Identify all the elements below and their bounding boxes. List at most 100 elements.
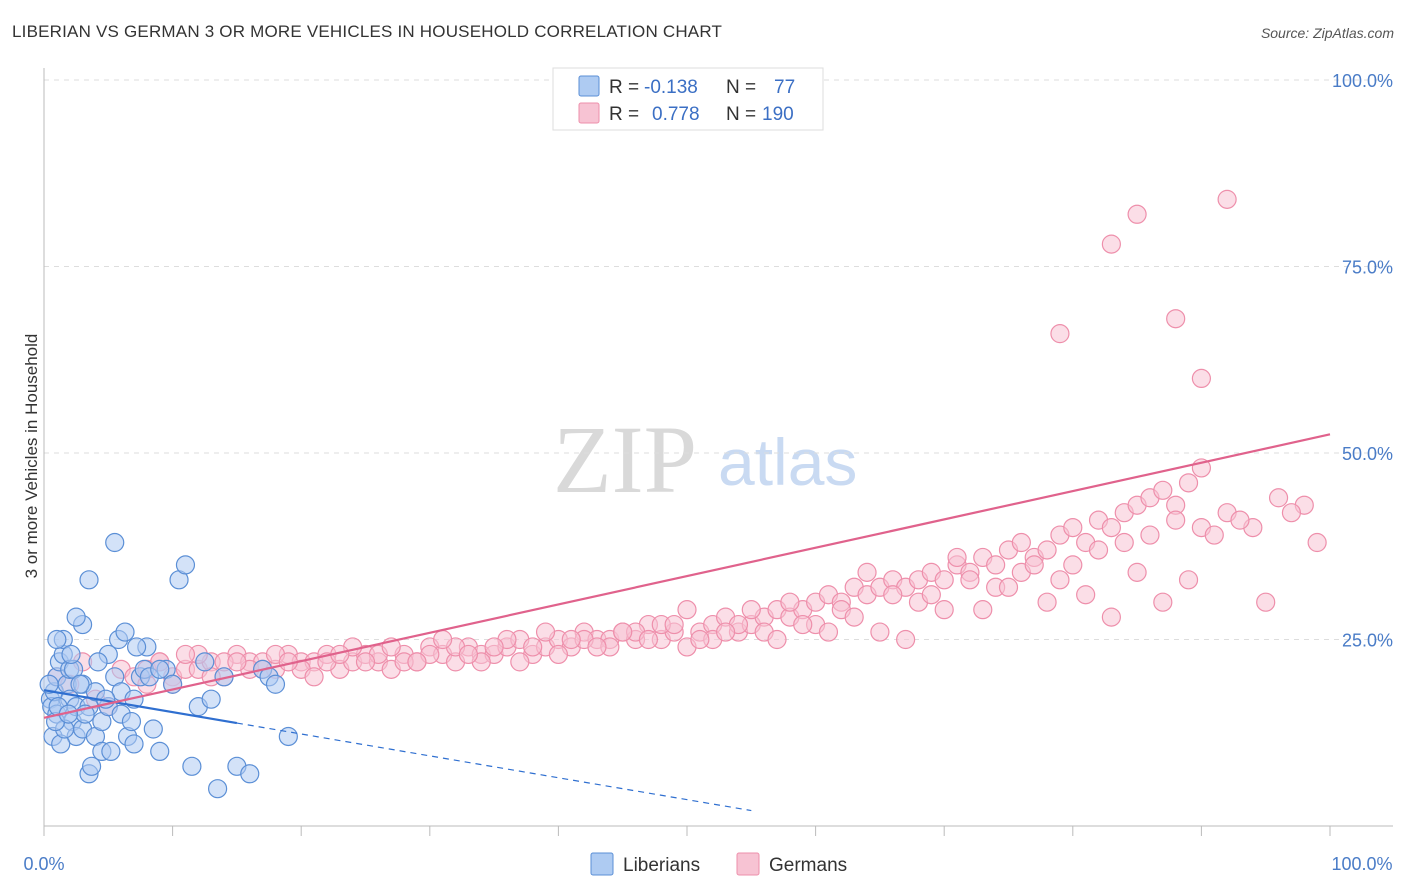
germans-point-155 <box>638 629 659 650</box>
legend-r-label-liberians: R = <box>609 77 639 98</box>
germans-point-162 <box>818 622 839 642</box>
legend-swatch-germans <box>578 102 600 124</box>
liberians-point-66 <box>115 622 135 642</box>
germans-point-161 <box>793 614 813 635</box>
bottom-legend-label-liberians: Liberians <box>623 855 700 876</box>
legend-swatch-liberians <box>578 75 600 97</box>
germans-point-121 <box>934 600 954 620</box>
germans-point-185 <box>1166 309 1186 329</box>
germans-point-151 <box>535 622 556 642</box>
germans-point-154 <box>613 622 633 642</box>
germans-point-184 <box>1127 204 1147 224</box>
germans-point-137 <box>175 644 196 665</box>
germans-point-125 <box>1037 592 1057 612</box>
germans-point-179 <box>1256 592 1276 612</box>
legend: R = -0.138 N = 77 R = 0.778 N = 190 <box>552 67 824 131</box>
germans-point-183 <box>1101 234 1121 254</box>
legend-n-value-germans: 190 <box>762 104 794 125</box>
germans-point-134 <box>1268 488 1289 508</box>
chart-source: Source: ZipAtlas.com <box>1260 25 1394 41</box>
germans-point-106 <box>548 644 569 665</box>
germans-point-186 <box>1191 368 1212 388</box>
germans-point-152 <box>561 629 581 650</box>
germans-point-164 <box>870 622 890 642</box>
germans-point-167 <box>947 547 967 568</box>
germans-point-139 <box>227 652 247 672</box>
germans-point-169 <box>998 577 1019 597</box>
liberians-point-62 <box>88 652 108 672</box>
grid-lines <box>44 79 1393 640</box>
germans-point-142 <box>304 667 324 687</box>
germans-point-181 <box>1307 532 1327 553</box>
germans-point-175 <box>1153 592 1173 612</box>
germans-point-126 <box>1063 555 1083 575</box>
y-axis-label: 3 or more Vehicles in Household <box>22 334 41 579</box>
germans-point-88 <box>1178 473 1199 493</box>
liberians-point-33 <box>143 719 163 739</box>
watermark-atlas: atlas <box>718 425 857 499</box>
germans-point-105 <box>523 637 543 657</box>
germans-point-177 <box>1204 525 1224 545</box>
liberians-point-52 <box>66 607 86 627</box>
germans-point-159 <box>741 600 761 620</box>
liberians-point-76 <box>61 644 81 665</box>
chart-title: LIBERIAN VS GERMAN 3 OR MORE VEHICLES IN… <box>12 22 723 41</box>
liberians-point-51 <box>47 629 67 650</box>
germans-point-69 <box>934 570 954 590</box>
germans-point-174 <box>1127 562 1147 582</box>
germans-point-79 <box>1063 517 1083 538</box>
liberians-point-71 <box>150 659 170 679</box>
germans-point-187 <box>1217 189 1237 209</box>
germans-point-170 <box>1024 555 1044 575</box>
germans-point-172 <box>1076 585 1096 605</box>
bottom-legend-swatch-germans <box>736 852 760 876</box>
legend-r-label-germans: R = <box>609 104 639 125</box>
liberians-point-67 <box>121 711 142 732</box>
y-tick-labels: 25.0% 50.0% 75.0% 100.0% <box>1332 71 1393 651</box>
germans-point-165 <box>896 629 916 650</box>
germans-point-130 <box>1166 510 1186 530</box>
liberians-trend-extension <box>236 722 752 812</box>
liberians-point-49 <box>265 674 286 694</box>
trend-lines <box>43 433 1331 812</box>
germans-point-118 <box>857 562 877 582</box>
germans-point-166 <box>921 585 941 605</box>
germans-point-176 <box>1178 570 1199 590</box>
y-tick-label-1: 50.0% <box>1342 444 1393 464</box>
liberians-point-29 <box>124 734 144 754</box>
legend-n-label-germans: N = <box>726 104 756 125</box>
x-tick-label-max: 100.0% <box>1331 854 1392 874</box>
legend-n-label-liberians: N = <box>726 77 756 98</box>
y-tick-label-2: 75.0% <box>1342 258 1393 278</box>
germans-point-127 <box>1088 540 1109 560</box>
liberians-point-41 <box>195 652 215 672</box>
y-tick-label-3: 100.0% <box>1332 71 1393 91</box>
germans-point-173 <box>1101 607 1121 627</box>
germans-point-111 <box>677 600 697 620</box>
liberians-point-38 <box>175 555 196 575</box>
germans-point-129 <box>1140 525 1160 545</box>
legend-r-value-germans: 0.778 <box>652 104 700 125</box>
liberians-point-39 <box>182 756 202 776</box>
liberians-point-68 <box>126 637 147 657</box>
legend-n-value-liberians: 77 <box>774 77 795 98</box>
x-tick-label-min: 0.0% <box>23 854 64 874</box>
legend-r-value-liberians: -0.138 <box>644 77 698 98</box>
liberians-point-53 <box>79 570 99 590</box>
germans-point-158 <box>715 622 736 642</box>
watermark-zip: ZIP <box>553 406 697 513</box>
germans-point-182 <box>1050 324 1070 344</box>
germans-point-163 <box>844 607 864 627</box>
germans-point-128 <box>1114 532 1134 553</box>
germans-point-86 <box>1153 480 1173 500</box>
germans-point-160 <box>767 629 787 650</box>
liberians-point-54 <box>105 532 125 553</box>
germans-point-147 <box>433 629 453 650</box>
germans-trend-line <box>43 433 1331 719</box>
liberians-point-64 <box>101 741 121 762</box>
germans-point-73 <box>986 555 1006 575</box>
germans-point-148 <box>458 644 478 665</box>
liberians-point-72 <box>39 674 59 694</box>
germans-point-157 <box>690 629 710 650</box>
